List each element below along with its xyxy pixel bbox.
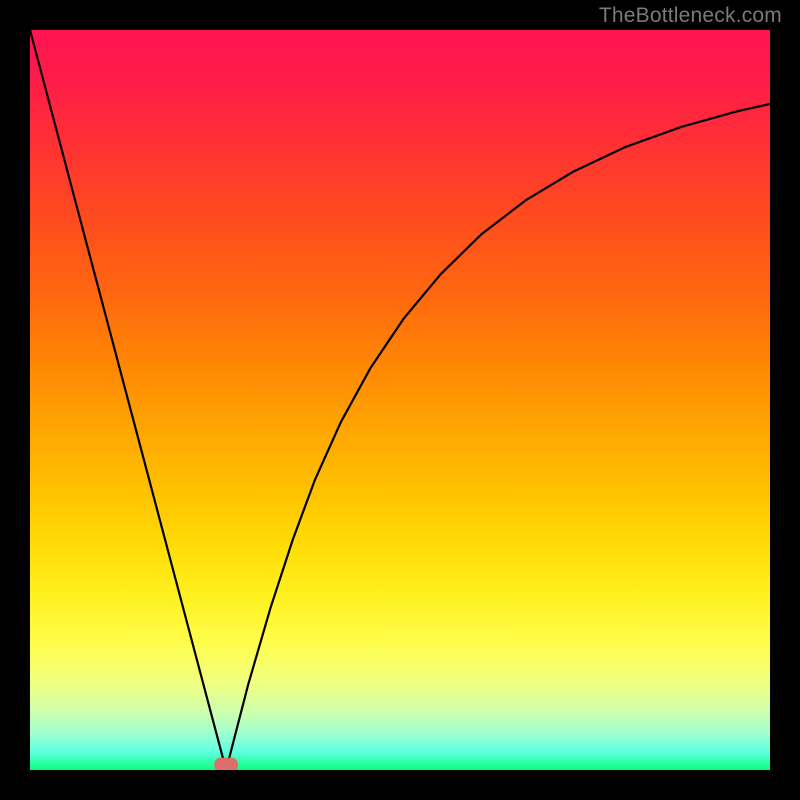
- bottleneck-curve: [30, 30, 770, 770]
- plot-area: [30, 30, 770, 770]
- curve-layer: [30, 30, 770, 770]
- watermark-label: TheBottleneck.com: [599, 4, 782, 28]
- min-marker: [214, 758, 238, 770]
- outer-frame: TheBottleneck.com: [0, 0, 800, 800]
